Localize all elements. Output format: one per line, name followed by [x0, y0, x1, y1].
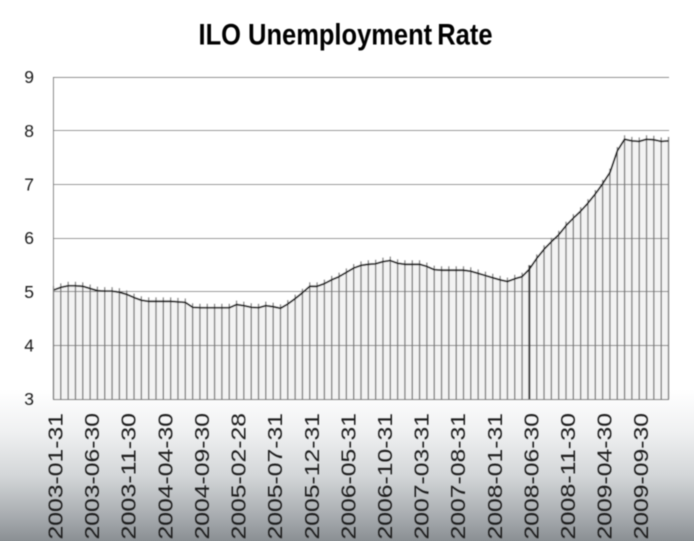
svg-text:2006-10-31: 2006-10-31 — [375, 413, 397, 540]
svg-text:3: 3 — [24, 389, 34, 409]
svg-text:2003-01-31: 2003-01-31 — [46, 413, 68, 540]
svg-text:2003-06-30: 2003-06-30 — [82, 413, 104, 540]
svg-text:2009-04-30: 2009-04-30 — [595, 413, 617, 540]
svg-text:2007-08-31: 2007-08-31 — [448, 413, 470, 540]
svg-text:5: 5 — [24, 282, 34, 302]
svg-text:2004-04-30: 2004-04-30 — [155, 413, 177, 540]
svg-text:2003-11-30: 2003-11-30 — [119, 413, 141, 540]
svg-text:2007-03-31: 2007-03-31 — [412, 413, 434, 540]
svg-text:2006-05-31: 2006-05-31 — [338, 413, 360, 540]
svg-text:2005-07-31: 2005-07-31 — [265, 413, 287, 540]
svg-text:2005-12-31: 2005-12-31 — [302, 413, 324, 540]
svg-text:4: 4 — [24, 336, 34, 356]
svg-text:ILO Unemployment Rate: ILO Unemployment Rate — [199, 18, 493, 51]
svg-text:2008-01-31: 2008-01-31 — [485, 413, 507, 540]
svg-text:2008-11-30: 2008-11-30 — [558, 413, 580, 540]
svg-text:2009-09-30: 2009-09-30 — [631, 413, 653, 540]
svg-text:2005-02-28: 2005-02-28 — [229, 413, 251, 540]
svg-text:8: 8 — [24, 121, 34, 141]
svg-text:7: 7 — [24, 175, 34, 195]
svg-text:2008-06-30: 2008-06-30 — [521, 413, 543, 540]
svg-text:6: 6 — [24, 228, 34, 248]
svg-text:9: 9 — [24, 67, 34, 87]
svg-text:2004-09-30: 2004-09-30 — [192, 413, 214, 540]
